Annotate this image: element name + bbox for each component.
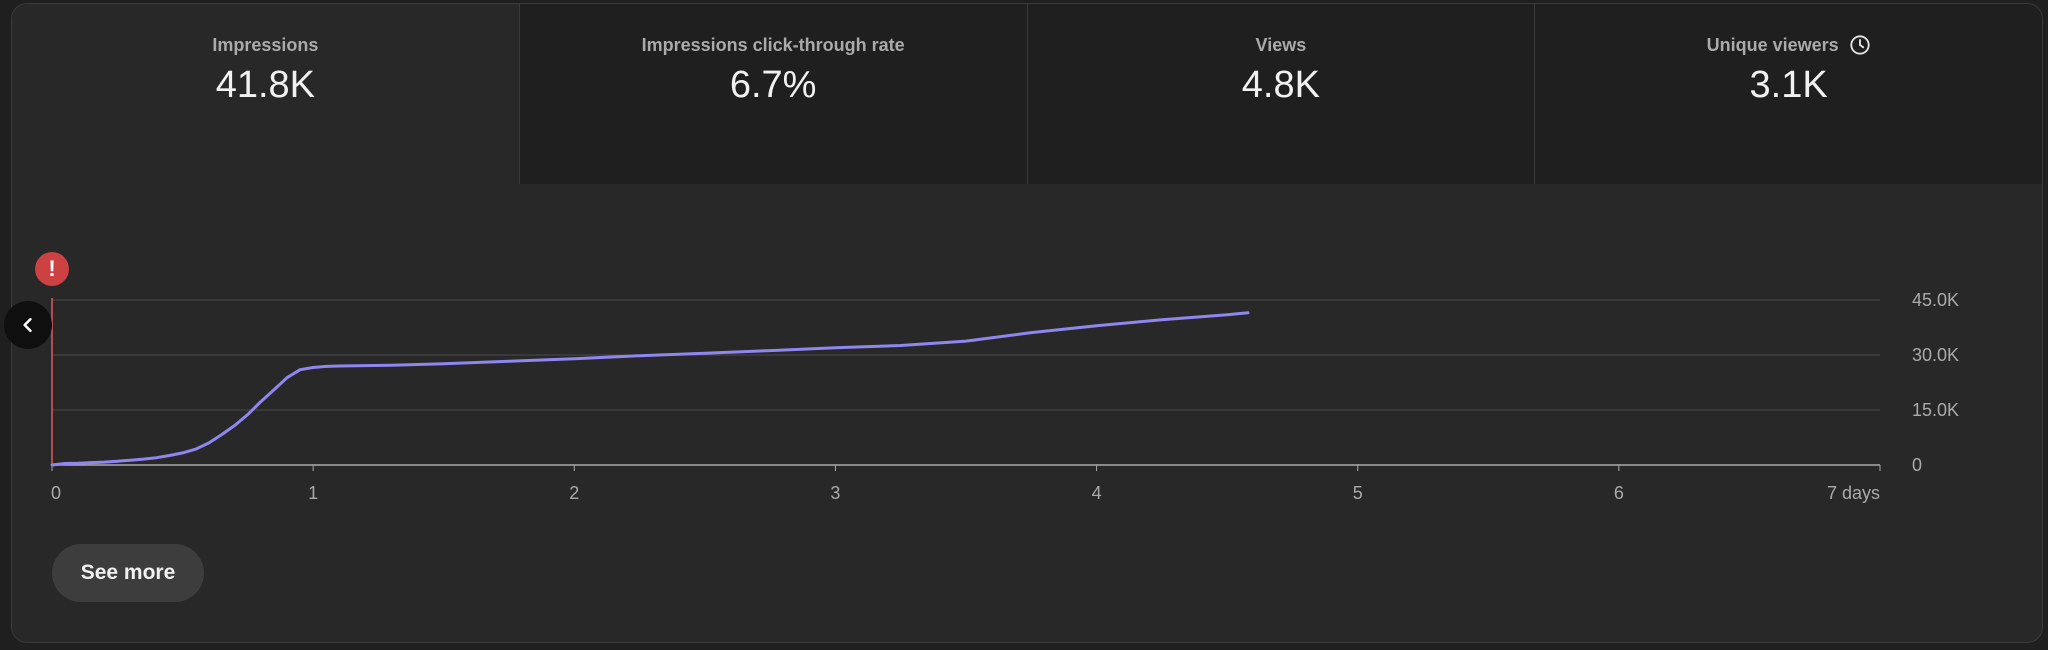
x-tick-label: 0 [51,483,61,503]
tab-views[interactable]: Views 4.8K [1026,4,1535,184]
see-more-button[interactable]: See more [52,544,204,602]
y-tick-label: 0 [1912,455,1922,475]
tab-unique-viewers-label: Unique viewers [1706,35,1839,55]
impressions-card: Impressions 41.8K Impressions click-thro… [11,3,2043,643]
series-line-impressions [50,311,1250,467]
tab-unique-viewers[interactable]: Unique viewers 3.1K [1534,4,2042,184]
x-tick-label: 1 [308,483,318,503]
impressions-chart: 0 15.0K 30.0K 45.0K 0 1 2 3 4 5 6 7 days [12,184,2042,642]
alert-icon[interactable]: ! [35,252,69,286]
tab-impressions-ctr-value: 6.7% [729,64,817,106]
clock-icon [1850,35,1870,55]
chevron-left-icon [23,317,32,333]
tab-impressions-value: 41.8K [215,64,316,106]
x-tick-label: 3 [830,483,840,503]
x-tick-label: 6 [1614,483,1624,503]
x-tick-label: 2 [569,483,579,503]
x-tick-label: 5 [1353,483,1363,503]
metric-tabs: Impressions 41.8K Impressions click-thro… [12,4,2042,184]
y-tick-label: 15.0K [1912,400,1959,420]
y-tick-label: 30.0K [1912,345,1959,365]
tab-unique-viewers-value: 3.1K [1749,64,1828,106]
tab-impressions[interactable]: Impressions 41.8K [12,4,519,184]
tab-impressions-label: Impressions [212,35,319,55]
x-tick-label: 4 [1092,483,1102,503]
alert-symbol: ! [48,256,56,281]
y-tick-label: 45.0K [1912,290,1959,310]
tab-impressions-ctr-label: Impressions click-through rate [641,35,905,55]
previous-button[interactable] [4,301,52,349]
chart-svg: 0 15.0K 30.0K 45.0K 0 1 2 3 4 5 6 7 days [50,290,1959,503]
tab-views-label: Views [1255,35,1307,55]
tab-unique-viewers-header: Unique viewers [1707,34,1871,56]
tab-views-value: 4.8K [1241,64,1320,106]
tab-impressions-ctr[interactable]: Impressions click-through rate 6.7% [518,4,1027,184]
x-tick-label: 7 days [1827,483,1880,503]
